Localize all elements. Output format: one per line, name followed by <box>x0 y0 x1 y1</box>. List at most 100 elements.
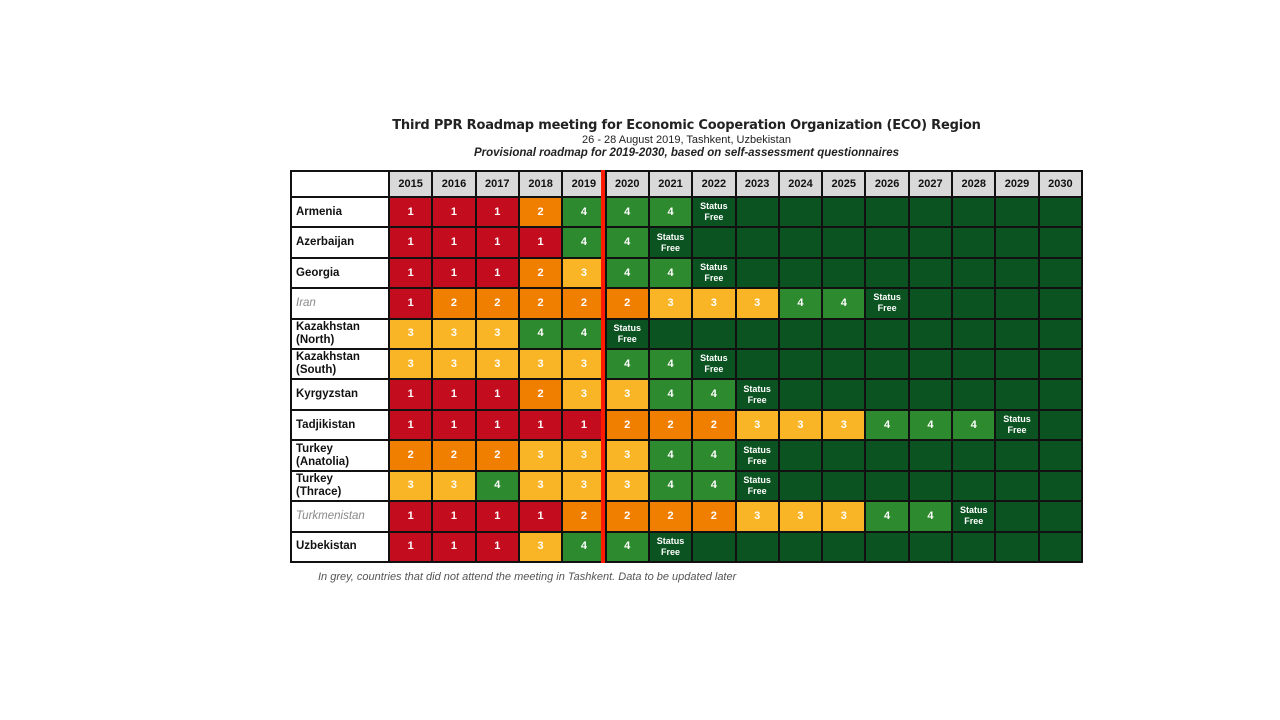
stage-cell: 4 <box>649 471 692 501</box>
stage-cell: 3 <box>649 289 692 318</box>
free-cell <box>779 380 822 409</box>
free-cell <box>779 198 822 227</box>
country-name: Kazakhstan (North) <box>292 319 388 349</box>
free-cell <box>779 350 822 379</box>
year-header: 2024 <box>779 172 822 196</box>
stage-cell: 1 <box>476 198 518 227</box>
free-cell <box>909 441 952 470</box>
stage-cell: 3 <box>606 471 648 501</box>
country-name: Kyrgyzstan <box>292 380 388 409</box>
status-free-cell: Status Free <box>953 502 995 531</box>
stage-cell: 2 <box>519 198 562 227</box>
country-name: Tadjikistan <box>292 410 388 440</box>
stage-cell: 2 <box>433 441 475 470</box>
free-cell <box>909 350 952 379</box>
free-cell <box>823 380 865 409</box>
year-header: 2025 <box>823 172 865 196</box>
stage-cell: 1 <box>476 258 518 288</box>
free-cell <box>779 258 822 288</box>
stage-cell: 3 <box>563 471 605 501</box>
free-cell <box>693 532 735 561</box>
stage-cell: 3 <box>563 441 605 470</box>
free-cell <box>649 319 692 349</box>
free-cell <box>736 228 778 257</box>
stage-cell: 3 <box>736 289 778 318</box>
year-header: 2027 <box>909 172 952 196</box>
stage-cell: 4 <box>476 471 518 501</box>
stage-cell: 3 <box>476 350 518 379</box>
stage-cell: 3 <box>736 410 778 440</box>
stage-cell: 4 <box>606 532 648 561</box>
year-header: 2030 <box>1039 172 1081 196</box>
stage-cell: 2 <box>519 258 562 288</box>
stage-cell: 4 <box>693 471 735 501</box>
stage-cell: 1 <box>519 502 562 531</box>
stage-cell: 3 <box>563 350 605 379</box>
stage-cell: 3 <box>519 350 562 379</box>
stage-cell: 3 <box>823 502 865 531</box>
stage-cell: 4 <box>649 198 692 227</box>
free-cell <box>736 319 778 349</box>
status-free-cell: Status Free <box>693 258 735 288</box>
free-cell <box>1039 198 1081 227</box>
roadmap-table: 2015 2016 2017 2018 2019 2020 2021 2022 2023 2024… <box>290 170 1083 563</box>
stage-cell: 4 <box>909 502 952 531</box>
stage-cell: 1 <box>476 502 518 531</box>
stage-cell: 1 <box>390 289 432 318</box>
free-cell <box>1039 441 1081 470</box>
country-name: Azerbaijan <box>292 228 388 257</box>
free-cell <box>823 228 865 257</box>
free-cell <box>866 441 908 470</box>
stage-cell: 1 <box>433 532 475 561</box>
status-free-cell: Status Free <box>693 350 735 379</box>
free-cell <box>736 350 778 379</box>
current-year-divider <box>601 170 605 563</box>
stage-cell: 3 <box>693 289 735 318</box>
stage-cell: 3 <box>606 441 648 470</box>
free-cell <box>866 380 908 409</box>
stage-cell: 2 <box>519 289 562 318</box>
year-header: 2022 <box>693 172 735 196</box>
stage-cell: 1 <box>390 532 432 561</box>
stage-cell: 1 <box>476 380 518 409</box>
year-header: 2020 <box>606 172 648 196</box>
free-cell <box>996 471 1038 501</box>
free-cell <box>779 228 822 257</box>
free-cell <box>996 380 1038 409</box>
country-name: Turkey (Anatolia) <box>292 441 388 470</box>
stage-cell: 3 <box>433 319 475 349</box>
free-cell <box>823 441 865 470</box>
stage-cell: 1 <box>476 410 518 440</box>
stage-cell: 4 <box>909 410 952 440</box>
free-cell <box>953 532 995 561</box>
free-cell <box>779 532 822 561</box>
country-name: Kazakhstan (South) <box>292 350 388 379</box>
document-caption: Provisional roadmap for 2019-2030, based… <box>473 147 900 159</box>
free-cell <box>866 228 908 257</box>
free-cell <box>823 532 865 561</box>
stage-cell: 4 <box>649 380 692 409</box>
stage-cell: 4 <box>823 289 865 318</box>
free-cell <box>909 198 952 227</box>
country-name: Uzbekistan <box>292 532 388 561</box>
status-free-cell: Status Free <box>649 228 692 257</box>
stage-cell: 1 <box>519 410 562 440</box>
header-corner <box>292 172 388 196</box>
free-cell <box>823 258 865 288</box>
stage-cell: 1 <box>390 258 432 288</box>
stage-cell: 4 <box>519 319 562 349</box>
stage-cell: 2 <box>693 410 735 440</box>
free-cell <box>909 258 952 288</box>
free-cell <box>779 319 822 349</box>
year-header: 2021 <box>649 172 692 196</box>
free-cell <box>823 350 865 379</box>
stage-cell: 1 <box>476 532 518 561</box>
stage-cell: 1 <box>390 410 432 440</box>
year-header: 2016 <box>433 172 475 196</box>
stage-cell: 4 <box>606 198 648 227</box>
free-cell <box>779 471 822 501</box>
free-cell <box>736 532 778 561</box>
stage-cell: 1 <box>519 228 562 257</box>
free-cell <box>909 289 952 318</box>
stage-cell: 2 <box>476 441 518 470</box>
